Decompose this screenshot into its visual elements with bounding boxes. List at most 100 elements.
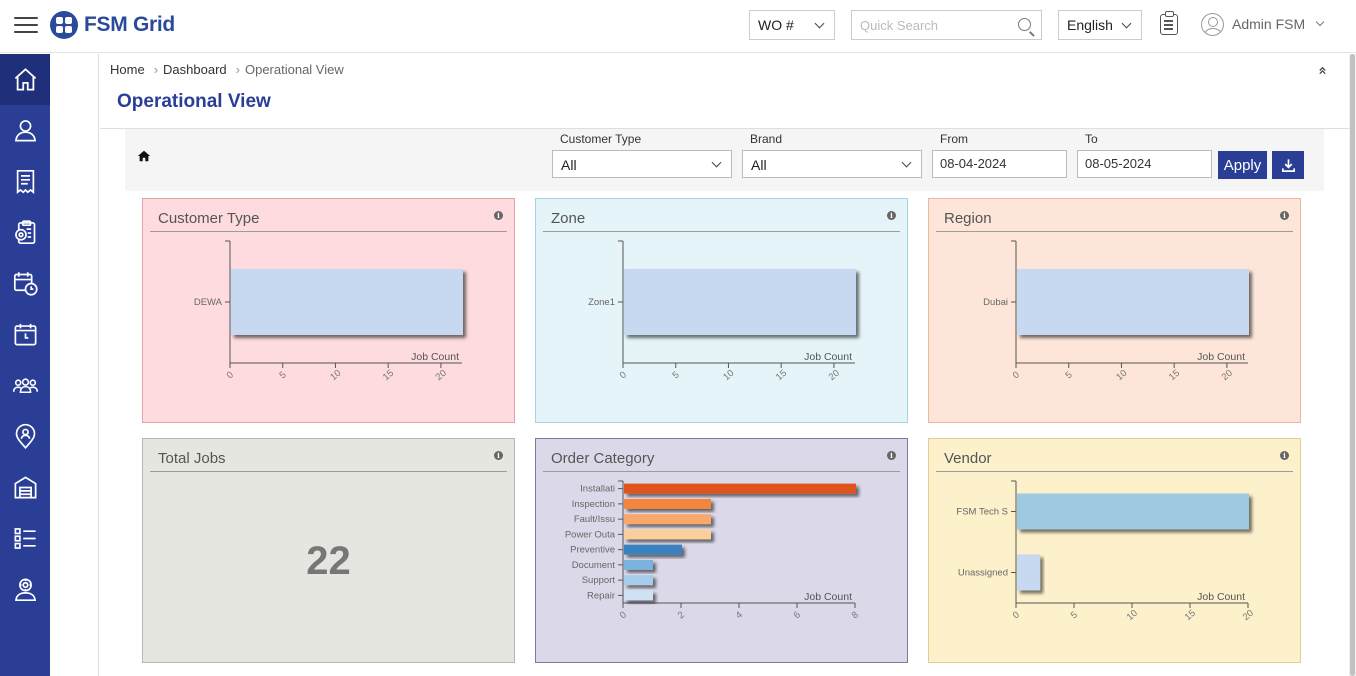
page-scrollbar[interactable] bbox=[1349, 54, 1356, 676]
download-button[interactable] bbox=[1272, 151, 1304, 179]
x-tick-label: 6 bbox=[792, 609, 803, 621]
info-icon[interactable]: i bbox=[887, 451, 896, 460]
from-date-input[interactable]: 08-04-2024 bbox=[932, 150, 1067, 178]
breadcrumb-separator: › bbox=[235, 62, 240, 77]
breadcrumb-home[interactable]: Home bbox=[110, 62, 145, 77]
bar-Fault/Issu bbox=[624, 514, 711, 525]
category-label: Power Outa bbox=[565, 529, 616, 540]
sidebar-item-work-orders[interactable] bbox=[0, 207, 50, 258]
x-tick-label: 5 bbox=[670, 369, 681, 381]
x-axis-label: Job Count bbox=[411, 351, 459, 363]
region-chart: Dubai 0 5 10 15 20 Job Count bbox=[983, 240, 1249, 383]
x-tick-label: 15 bbox=[774, 368, 789, 383]
quick-search bbox=[851, 10, 1042, 40]
brand-value: All bbox=[751, 157, 767, 173]
x-tick-label: 10 bbox=[328, 368, 343, 383]
bar-Inspection bbox=[624, 498, 711, 509]
category-label: Dubai bbox=[983, 297, 1008, 308]
category-label: Unassigned bbox=[958, 568, 1008, 579]
wo-select-label: WO # bbox=[758, 17, 794, 33]
chevron-down-icon bbox=[1121, 18, 1132, 29]
vendor-chart: FSM Tech S Unassigned 0 5 10 15 20 Job Count bbox=[956, 480, 1256, 623]
technician-icon bbox=[14, 578, 36, 602]
main-content: Home › Dashboard › Operational View Operatio… bbox=[100, 54, 1349, 676]
user-name[interactable]: Admin FSM bbox=[1232, 16, 1306, 32]
category-label: Inspection bbox=[572, 499, 615, 510]
hamburger-menu-icon[interactable] bbox=[14, 17, 38, 33]
user-menu-chevron-icon[interactable] bbox=[1315, 17, 1325, 27]
top-header: FSM Grid WO # English Admin FSM bbox=[0, 0, 1356, 53]
sidebar-item-checklists[interactable] bbox=[0, 513, 50, 564]
zone-chart: Zone1 0 5 10 15 20 Job Count bbox=[588, 240, 856, 383]
info-icon[interactable]: i bbox=[494, 451, 503, 460]
bar-Document bbox=[624, 559, 653, 570]
x-tick-label: 20 bbox=[434, 368, 449, 383]
customer-type-select[interactable]: All bbox=[552, 150, 732, 178]
customer-type-card: Customer Type i DEWA 0 5 10 15 20 Job Count bbox=[142, 198, 515, 423]
order-category-card: Order Category i Installati Inspection Fau… bbox=[535, 438, 908, 663]
search-icon[interactable] bbox=[1018, 18, 1031, 31]
card-title: Order Category bbox=[551, 450, 655, 467]
sidebar-item-technicians[interactable] bbox=[0, 564, 50, 615]
card-title: Total Jobs bbox=[158, 450, 226, 467]
sidebar-item-locations[interactable] bbox=[0, 411, 50, 462]
info-icon[interactable]: i bbox=[887, 211, 896, 220]
info-icon[interactable]: i bbox=[1280, 211, 1289, 220]
calendar-icon bbox=[14, 323, 36, 346]
sidebar-item-user[interactable] bbox=[0, 105, 50, 156]
chevron-down-icon bbox=[711, 157, 722, 168]
collapse-up-icon[interactable] bbox=[1318, 66, 1327, 78]
page-title: Operational View bbox=[117, 91, 271, 112]
sidebar-item-invoices[interactable] bbox=[0, 156, 50, 207]
location-user-icon bbox=[15, 423, 35, 450]
x-tick-label: 2 bbox=[676, 609, 687, 621]
x-tick-label: 0 bbox=[225, 369, 236, 381]
bar-Unassigned bbox=[1017, 554, 1041, 591]
bar-DEWA bbox=[231, 269, 463, 335]
x-tick-label: 0 bbox=[618, 609, 629, 621]
x-tick-label: 5 bbox=[277, 369, 288, 381]
warehouse-icon bbox=[14, 476, 36, 499]
bar-Power Outa bbox=[624, 529, 711, 540]
sidebar-gutter bbox=[50, 54, 99, 676]
app-logo[interactable]: FSM Grid bbox=[50, 11, 175, 39]
sidebar bbox=[0, 54, 50, 676]
home-icon[interactable] bbox=[137, 149, 151, 163]
x-axis-label: Job Count bbox=[804, 351, 852, 363]
language-select[interactable]: English bbox=[1058, 10, 1142, 40]
x-axis-label: Job Count bbox=[804, 591, 852, 603]
card-title: Vendor bbox=[944, 450, 992, 467]
bar-Preventive bbox=[624, 544, 682, 555]
to-date-input[interactable]: 08-05-2024 bbox=[1077, 150, 1212, 178]
breadcrumb-dashboard[interactable]: Dashboard bbox=[163, 62, 227, 77]
info-icon[interactable]: i bbox=[494, 211, 503, 220]
category-label: Installati bbox=[580, 484, 615, 495]
info-icon[interactable]: i bbox=[1280, 451, 1289, 460]
brand-label: Brand bbox=[750, 132, 783, 146]
customer-type-label: Customer Type bbox=[560, 132, 642, 146]
sidebar-item-home[interactable] bbox=[0, 54, 50, 105]
bar-Repair bbox=[624, 590, 653, 601]
breadcrumb-current: Operational View bbox=[244, 62, 344, 77]
bar-Zone1 bbox=[624, 269, 856, 335]
brand-select[interactable]: All bbox=[742, 150, 922, 178]
card-divider bbox=[543, 231, 900, 232]
apply-button[interactable]: Apply bbox=[1218, 151, 1267, 179]
wo-number-select[interactable]: WO # bbox=[749, 10, 835, 40]
x-tick-label: 0 bbox=[618, 369, 629, 381]
total-jobs-card: Total Jobs i 22 bbox=[142, 438, 515, 663]
user-avatar-icon[interactable] bbox=[1201, 13, 1224, 36]
customer-type-chart: DEWA 0 5 10 15 20 Job Count bbox=[194, 240, 463, 383]
card-title: Zone bbox=[551, 210, 586, 227]
sidebar-item-calendar[interactable] bbox=[0, 309, 50, 360]
customer-type-value: All bbox=[561, 157, 577, 173]
search-input[interactable] bbox=[852, 11, 1007, 39]
scrollbar-thumb[interactable] bbox=[1350, 54, 1355, 676]
x-tick-label: 10 bbox=[721, 368, 736, 383]
sidebar-item-warehouse[interactable] bbox=[0, 462, 50, 513]
sidebar-item-schedule[interactable] bbox=[0, 258, 50, 309]
category-label: Support bbox=[582, 575, 616, 586]
sidebar-item-teams[interactable] bbox=[0, 360, 50, 411]
clipboard-icon[interactable] bbox=[1160, 11, 1178, 35]
to-label: To bbox=[1085, 132, 1098, 146]
